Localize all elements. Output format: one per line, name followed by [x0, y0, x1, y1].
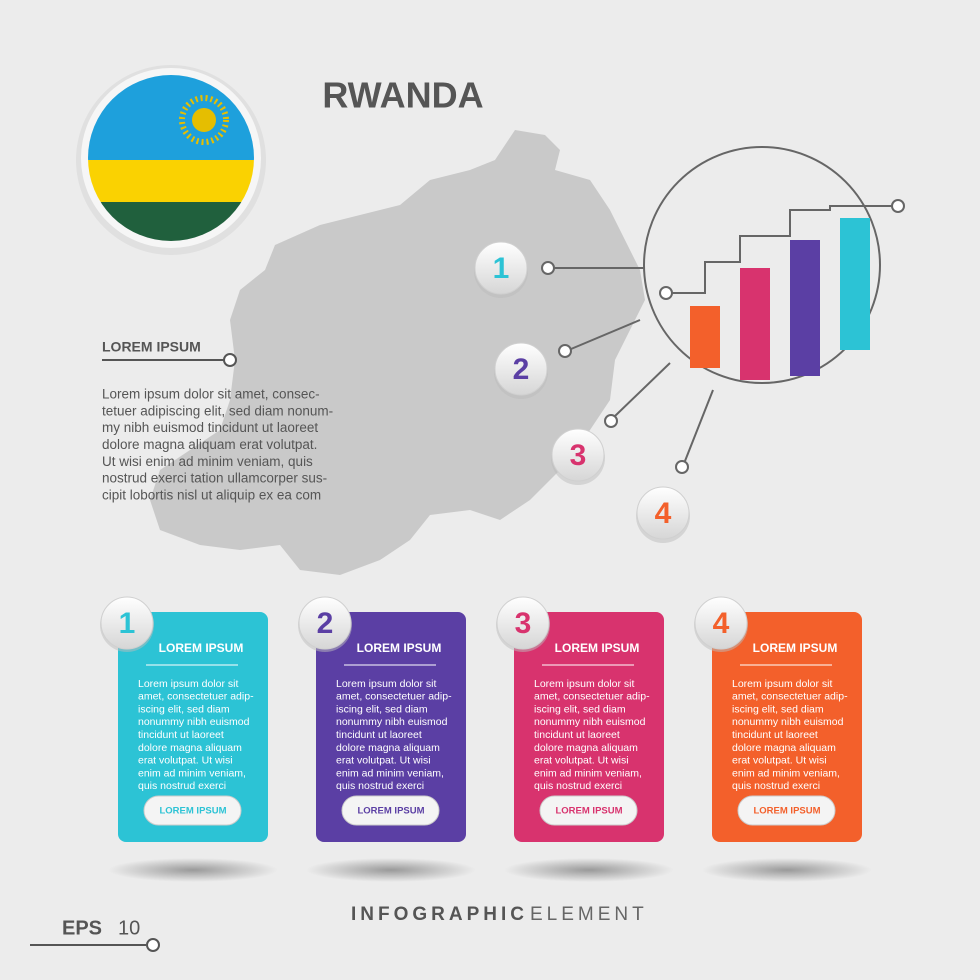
card-line: erat volutpat. Ut wisi: [534, 755, 629, 767]
card-line: iscing elit, sed diam: [138, 703, 230, 715]
card-shadow: [702, 858, 872, 882]
card-badge: [694, 596, 748, 650]
paragraph-line: nostrud exerci tation ullamcorper sus-: [102, 471, 327, 486]
card-line: quis nostrud exerci: [336, 780, 424, 792]
card-line: Lorem ipsum dolor sit: [732, 678, 832, 690]
card-line: dolore magna aliquam: [138, 742, 242, 754]
badge-number: 2: [513, 353, 530, 386]
card-button-label: LOREM IPSUM: [159, 806, 226, 817]
card-line: nonummy nibh euismod: [534, 716, 646, 728]
card-line: tincidunt ut laoreet: [732, 729, 818, 741]
format: EPS: [62, 917, 102, 939]
badge-number: 4: [655, 497, 672, 530]
card-line: Lorem ipsum dolor sit: [534, 678, 634, 690]
card-button-label: LOREM IPSUM: [753, 806, 820, 817]
card-badge: [100, 596, 154, 650]
map: [150, 130, 645, 575]
card-line: tincidunt ut laoreet: [534, 729, 620, 741]
flag: [76, 65, 266, 255]
card-badge: [496, 596, 550, 650]
title: RWANDA: [322, 75, 483, 116]
card-line: enim ad minim veniam,: [138, 767, 246, 779]
card-line: iscing elit, sed diam: [336, 703, 428, 715]
card: [118, 612, 268, 842]
card-number: 1: [119, 607, 136, 640]
card-shadow: [306, 858, 476, 882]
card-button: [737, 795, 836, 826]
card-line: tincidunt ut laoreet: [336, 729, 422, 741]
card-line: Lorem ipsum dolor sit: [336, 678, 436, 690]
card-line: erat volutpat. Ut wisi: [732, 755, 827, 767]
paragraph-line: my nibh euismod tincidunt ut laoreet: [102, 420, 318, 435]
card-line: dolore magna aliquam: [534, 742, 638, 754]
card-button-label: LOREM IPSUM: [555, 806, 622, 817]
version: 10: [118, 917, 140, 939]
side-paragraph: Lorem ipsum dolor sit amet, consec-tetue…: [102, 387, 333, 503]
card-line: amet, consectetuer adip-: [732, 691, 848, 703]
card-line: enim ad minim veniam,: [534, 767, 642, 779]
badge: [636, 486, 690, 540]
card: [712, 612, 862, 842]
card-line: iscing elit, sed diam: [732, 703, 824, 715]
card-number: 3: [515, 607, 532, 640]
card-line: dolore magna aliquam: [336, 742, 440, 754]
card-line: Lorem ipsum dolor sit: [138, 678, 238, 690]
card-line: enim ad minim veniam,: [732, 767, 840, 779]
paragraph-line: Lorem ipsum dolor sit amet, consec-: [102, 387, 320, 402]
card-line: dolore magna aliquam: [732, 742, 836, 754]
card-title: LOREM IPSUM: [357, 641, 442, 655]
card-line: amet, consectetuer adip-: [534, 691, 650, 703]
card-title: LOREM IPSUM: [159, 641, 244, 655]
card-line: quis nostrud exerci: [732, 780, 820, 792]
card-line: nonummy nibh euismod: [732, 716, 844, 728]
card: [514, 612, 664, 842]
map-badges: 1 2 3 4: [474, 241, 690, 543]
card-button-label: LOREM IPSUM: [357, 806, 424, 817]
card-line: enim ad minim veniam,: [336, 767, 444, 779]
paragraph-line: cipit lobortis nisl ut aliquip ex ea com: [102, 487, 321, 502]
connector-dot: [223, 353, 237, 367]
card-badge: [298, 596, 352, 650]
card-button: [143, 795, 242, 826]
badge-number: 1: [493, 252, 510, 285]
card-title: LOREM IPSUM: [555, 641, 640, 655]
card-button: [341, 795, 440, 826]
card-line: erat volutpat. Ut wisi: [138, 755, 233, 767]
paragraph-line: Ut wisi enim ad minim veniam, quis: [102, 454, 313, 469]
footer-title: INFOGRAPHIC: [351, 904, 528, 925]
card-line: quis nostrud exerci: [138, 780, 226, 792]
card-line: erat volutpat. Ut wisi: [336, 755, 431, 767]
badge: [494, 342, 548, 396]
card: [316, 612, 466, 842]
card-line: amet, consectetuer adip-: [336, 691, 452, 703]
bars-illustration: [690, 218, 870, 380]
card-line: quis nostrud exerci: [534, 780, 622, 792]
badge-number: 3: [570, 439, 587, 472]
chart-illustration: [541, 146, 905, 474]
card-shadow: [108, 858, 278, 882]
card-line: nonummy nibh euismod: [138, 716, 250, 728]
paragraph-line: dolore magna aliquam erat volutpat.: [102, 437, 317, 452]
card-shadow: [504, 858, 674, 882]
side-heading: LOREM IPSUM: [102, 339, 201, 355]
card-line: amet, consectetuer adip-: [138, 691, 254, 703]
footer-subtitle: ELEMENT: [530, 904, 648, 925]
card-line: iscing elit, sed diam: [534, 703, 626, 715]
card-number: 4: [713, 607, 730, 640]
badge: [474, 241, 528, 295]
paragraph-line: tetuer adipiscing elit, sed diam nonum-: [102, 403, 333, 418]
card-title: LOREM IPSUM: [753, 641, 838, 655]
card-line: nonummy nibh euismod: [336, 716, 448, 728]
card-button: [539, 795, 638, 826]
card-number: 2: [317, 607, 334, 640]
connector-dot: [146, 938, 160, 952]
badge: [551, 428, 605, 482]
card-line: tincidunt ut laoreet: [138, 729, 224, 741]
